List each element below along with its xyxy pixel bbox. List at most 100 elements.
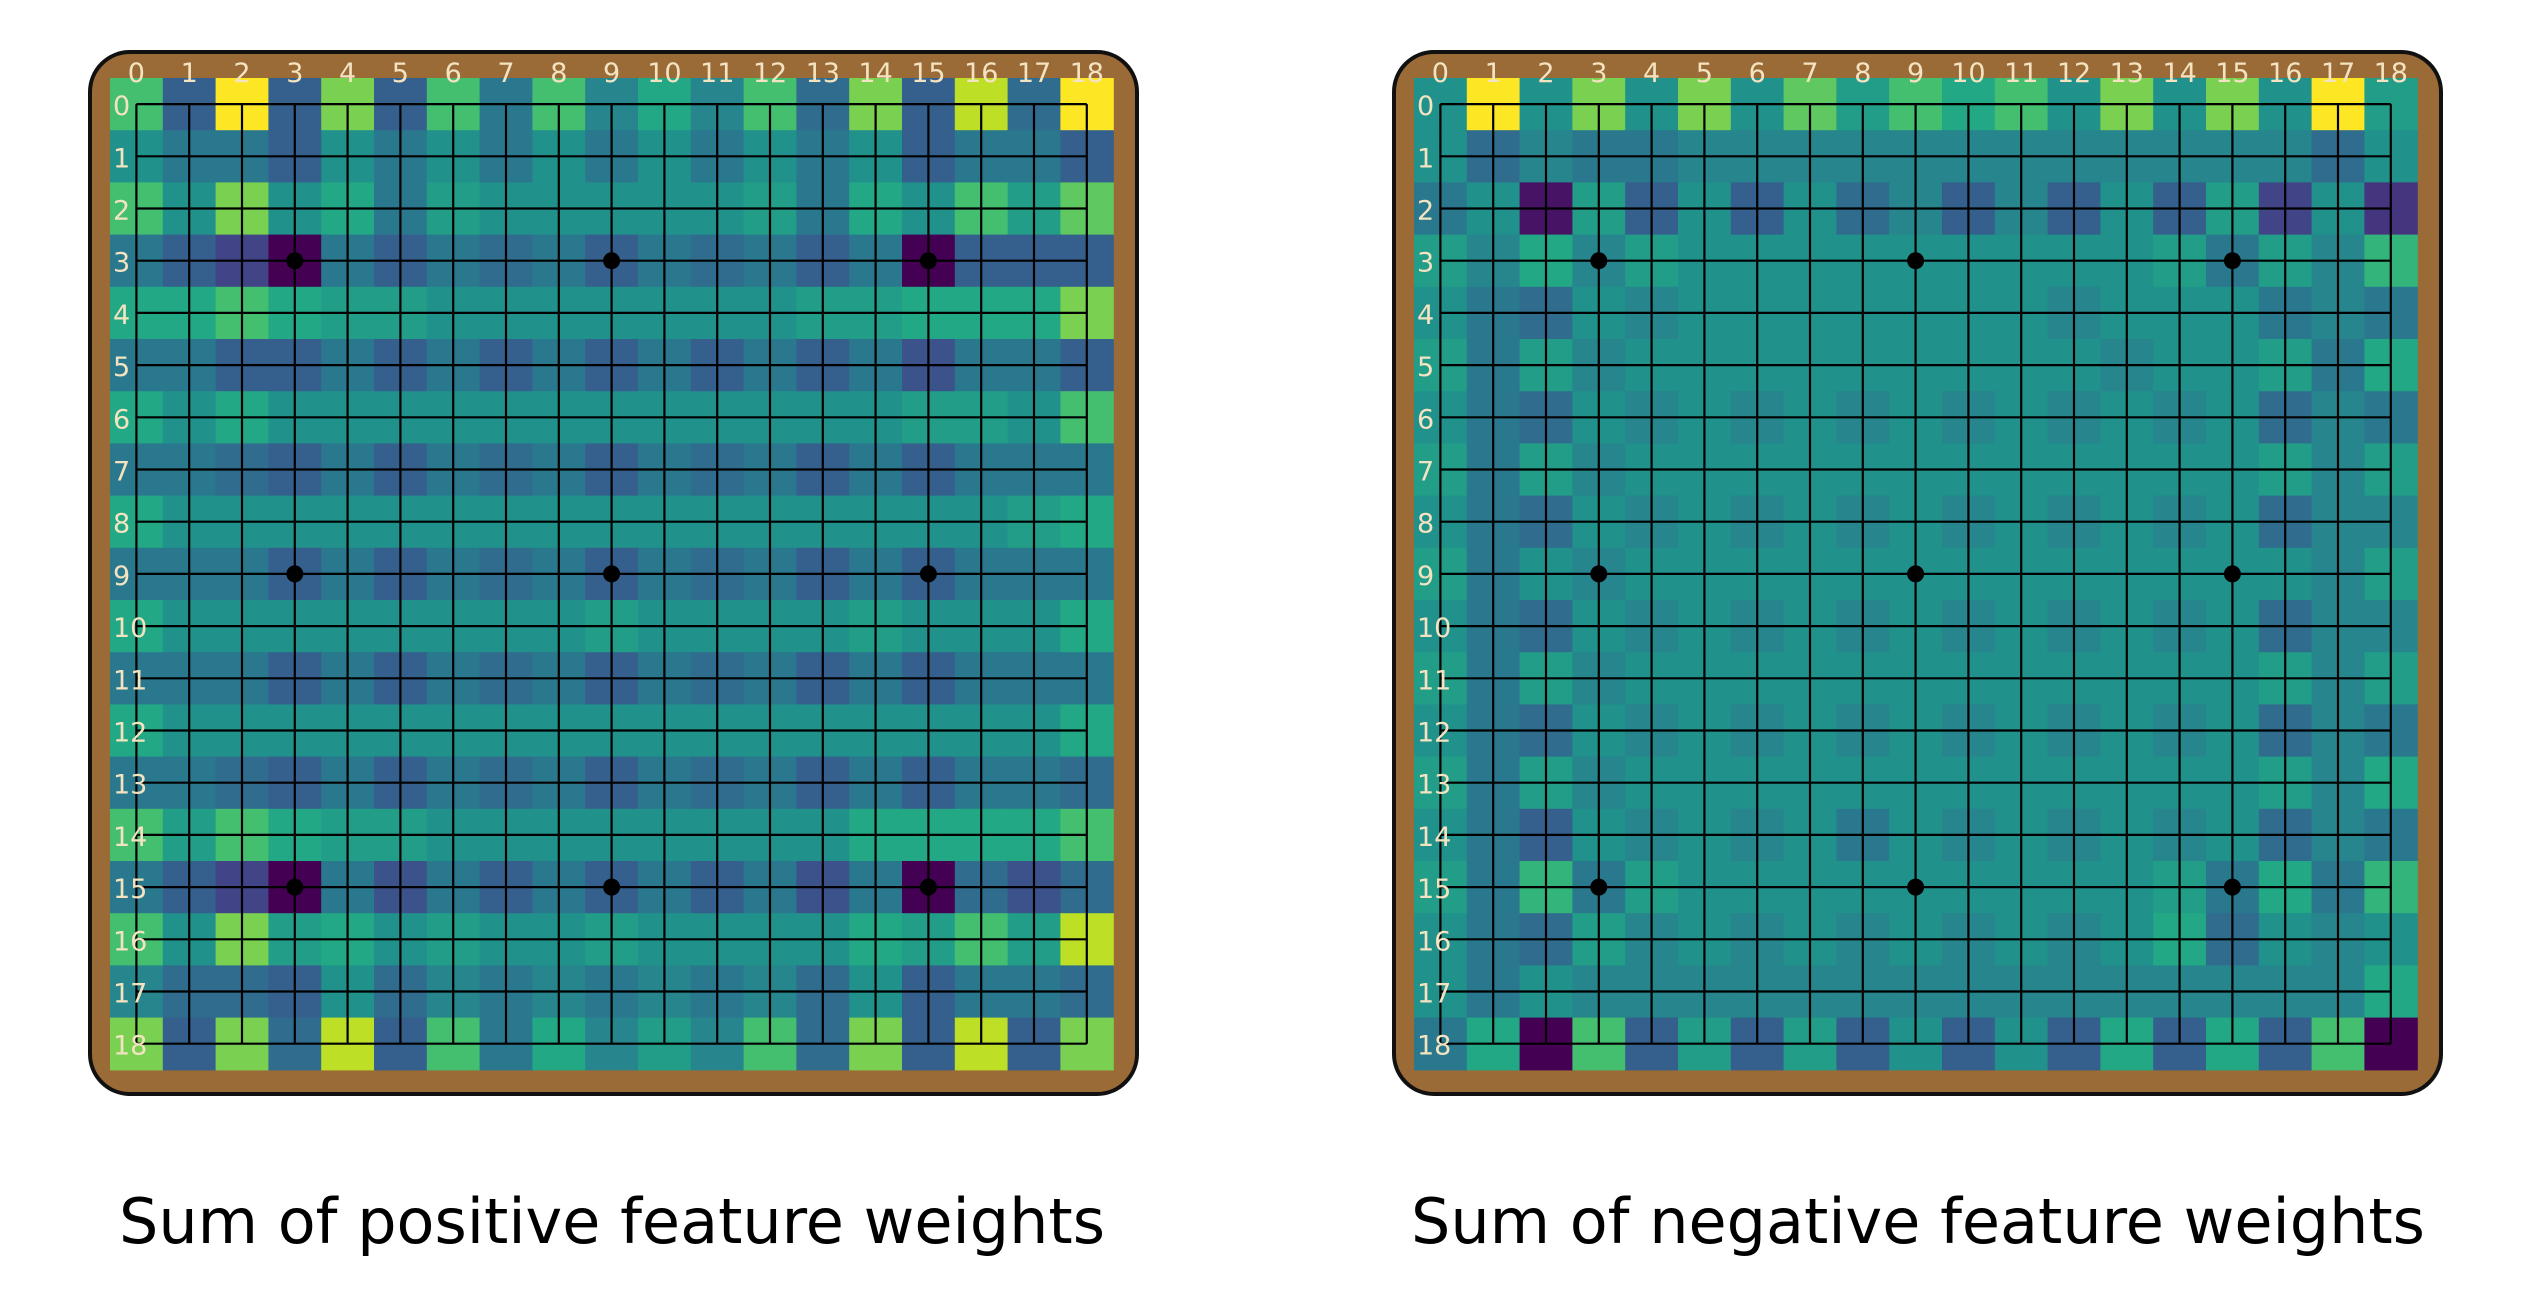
star-point	[286, 878, 304, 896]
column-tick-label: 4	[339, 58, 356, 89]
row-tick-label: 18	[113, 1031, 147, 1062]
row-tick-label: 11	[113, 665, 147, 696]
row-tick-label: 4	[1417, 300, 1434, 331]
column-tick-label: 4	[1643, 58, 1660, 89]
column-tick-label: 1	[1485, 58, 1502, 89]
column-tick-label: 11	[700, 58, 734, 89]
row-tick-label: 8	[1417, 509, 1434, 540]
row-tick-label: 12	[113, 718, 147, 749]
column-tick-label: 15	[911, 58, 945, 89]
column-tick-label: 10	[1951, 58, 1985, 89]
column-tick-label: 16	[2268, 58, 2302, 89]
column-tick-label: 9	[1907, 58, 1924, 89]
column-tick-label: 17	[1017, 58, 1051, 89]
column-tick-label: 18	[1070, 58, 1104, 89]
row-tick-label: 2	[1417, 196, 1434, 227]
row-tick-label: 9	[1417, 561, 1434, 592]
row-tick-label: 17	[1417, 979, 1451, 1010]
row-tick-label: 14	[113, 822, 147, 853]
row-tick-label: 5	[113, 352, 130, 383]
row-tick-label: 1	[1417, 143, 1434, 174]
star-point	[919, 565, 937, 583]
row-tick-label: 12	[1417, 718, 1451, 749]
column-tick-label: 2	[1537, 58, 1554, 89]
row-tick-label: 0	[113, 91, 130, 122]
column-tick-label: 0	[1432, 58, 1449, 89]
star-point	[919, 252, 937, 270]
row-tick-label: 6	[1417, 404, 1434, 435]
row-tick-label: 0	[1417, 91, 1434, 122]
positive-weights-heatmap: 0 1 2 3 4 5 6 7 8 9 10 11 12 13 14 15 16 17 18 0 1 2 3 4 5 6 7 8 9 10…	[88, 50, 1139, 1096]
row-tick-label: 6	[113, 404, 130, 435]
column-tick-label: 2	[233, 58, 250, 89]
column-tick-label: 12	[753, 58, 787, 89]
row-tick-label: 9	[113, 561, 130, 592]
row-tick-label: 7	[1417, 457, 1434, 488]
row-tick-label: 8	[113, 509, 130, 540]
row-tick-label: 13	[1417, 770, 1451, 801]
column-tick-label: 12	[2057, 58, 2091, 89]
column-tick-label: 3	[286, 58, 303, 89]
star-point	[919, 878, 937, 896]
star-point	[2223, 878, 2241, 896]
negative-weights-heatmap: 0 1 2 3 4 5 6 7 8 9 10 11 12 13 14 15 16 17 18 0 1 2 3 4 5 6 7 8 9 10…	[1392, 50, 2443, 1096]
star-point	[2223, 252, 2241, 270]
column-tick-label: 11	[2004, 58, 2038, 89]
row-tick-label: 1	[113, 143, 130, 174]
column-tick-label: 15	[2215, 58, 2249, 89]
row-tick-label: 7	[113, 457, 130, 488]
go-board: 0 1 2 3 4 5 6 7 8 9 10 11 12 13 14 15 16 17 18012345678910…	[88, 50, 1139, 1096]
row-tick-label: 14	[1417, 822, 1451, 853]
row-tick-label: 5	[1417, 352, 1434, 383]
star-point	[1590, 565, 1608, 583]
star-point	[603, 565, 621, 583]
row-tick-label: 3	[1417, 248, 1434, 279]
star-point	[286, 252, 304, 270]
column-tick-label: 5	[392, 58, 409, 89]
column-tick-label: 16	[964, 58, 998, 89]
star-point	[286, 565, 304, 583]
column-tick-label: 6	[445, 58, 462, 89]
column-tick-label: 8	[550, 58, 567, 89]
row-tick-label: 18	[1417, 1031, 1451, 1062]
column-tick-label: 0	[128, 58, 145, 89]
star-point	[603, 252, 621, 270]
star-point	[1907, 252, 1925, 270]
positive-weights-caption: Sum of positive feature weights	[118, 1185, 1105, 1258]
column-tick-label: 6	[1749, 58, 1766, 89]
star-point	[1590, 252, 1608, 270]
go-board: 0 1 2 3 4 5 6 7 8 9 10 11 12 13 14 15 16 17 18012345678910…	[1392, 50, 2443, 1096]
column-tick-label: 7	[1801, 58, 1818, 89]
star-point	[2223, 565, 2241, 583]
row-tick-label: 3	[113, 248, 130, 279]
star-point	[603, 878, 621, 896]
star-point	[1907, 878, 1925, 896]
column-tick-label: 18	[2374, 58, 2408, 89]
column-tick-label: 7	[497, 58, 514, 89]
column-tick-label: 10	[647, 58, 681, 89]
row-tick-label: 16	[1417, 926, 1451, 957]
column-tick-label: 3	[1590, 58, 1607, 89]
negative-weights-caption: Sum of negative feature weights	[1411, 1185, 2425, 1258]
column-tick-label: 5	[1696, 58, 1713, 89]
column-tick-label: 13	[806, 58, 840, 89]
row-tick-label: 15	[1417, 874, 1451, 905]
column-tick-label: 14	[858, 58, 892, 89]
column-tick-label: 13	[2110, 58, 2144, 89]
column-tick-label: 14	[2162, 58, 2196, 89]
row-tick-label: 10	[1417, 613, 1451, 644]
column-tick-label: 8	[1854, 58, 1871, 89]
row-tick-label: 16	[113, 926, 147, 957]
row-tick-label: 11	[1417, 665, 1451, 696]
row-tick-label: 17	[113, 979, 147, 1010]
row-tick-label: 15	[113, 874, 147, 905]
row-tick-label: 4	[113, 300, 130, 331]
star-point	[1907, 565, 1925, 583]
row-tick-label: 2	[113, 196, 130, 227]
row-tick-label: 10	[113, 613, 147, 644]
column-tick-label: 1	[181, 58, 198, 89]
column-tick-label: 17	[2321, 58, 2355, 89]
row-tick-label: 13	[113, 770, 147, 801]
star-point	[1590, 878, 1608, 896]
column-tick-label: 9	[603, 58, 620, 89]
